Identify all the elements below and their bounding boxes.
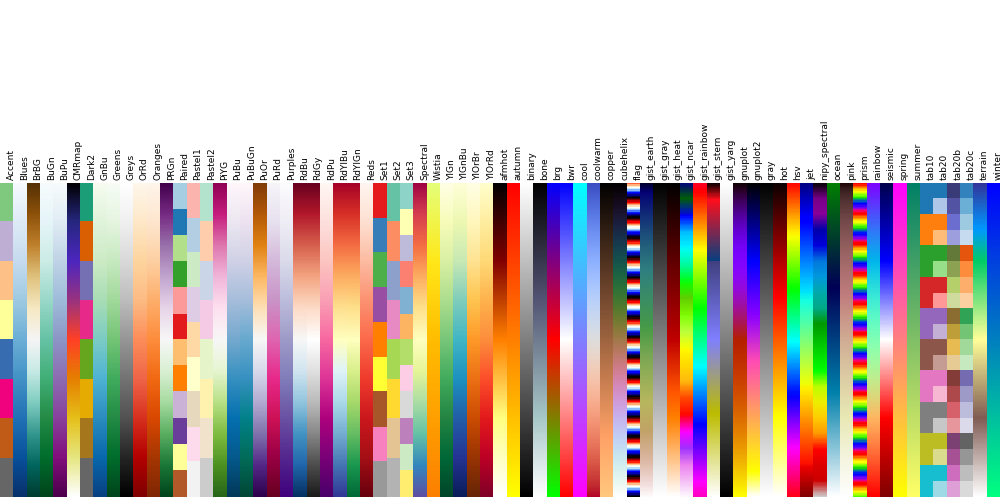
Text: gist_heat: gist_heat bbox=[673, 138, 682, 180]
Text: Purples: Purples bbox=[287, 146, 296, 180]
Text: Reds: Reds bbox=[367, 158, 376, 180]
Text: tab20c: tab20c bbox=[967, 149, 976, 180]
Text: gist_yarg: gist_yarg bbox=[727, 138, 736, 180]
Text: RdPu: RdPu bbox=[327, 157, 336, 180]
Text: CMRmap: CMRmap bbox=[73, 140, 82, 180]
Text: PuRd: PuRd bbox=[273, 157, 282, 180]
Text: PRGn: PRGn bbox=[167, 156, 176, 180]
Text: brg: brg bbox=[553, 165, 562, 180]
Text: PiYG: PiYG bbox=[220, 160, 229, 180]
Text: RdGy: RdGy bbox=[313, 156, 322, 180]
Text: gray: gray bbox=[767, 160, 776, 180]
Text: tab10: tab10 bbox=[927, 154, 936, 180]
Text: rainbow: rainbow bbox=[873, 144, 882, 180]
Text: prism: prism bbox=[860, 154, 869, 180]
Text: Wistia: Wistia bbox=[433, 152, 442, 180]
Text: summer: summer bbox=[913, 143, 922, 180]
Text: gist_ncar: gist_ncar bbox=[687, 139, 696, 180]
Text: terrain: terrain bbox=[980, 150, 989, 180]
Text: Accent: Accent bbox=[7, 149, 16, 180]
Text: nipy_spectral: nipy_spectral bbox=[820, 120, 829, 180]
Text: PuBuGn: PuBuGn bbox=[247, 144, 256, 180]
Text: Dark2: Dark2 bbox=[87, 153, 96, 180]
Text: GnBu: GnBu bbox=[100, 156, 109, 180]
Text: gnuplot2: gnuplot2 bbox=[753, 140, 762, 180]
Text: gist_earth: gist_earth bbox=[647, 134, 656, 180]
Text: winter: winter bbox=[993, 151, 1000, 180]
Text: tab20: tab20 bbox=[940, 154, 949, 180]
Text: PuOr: PuOr bbox=[260, 158, 269, 180]
Text: Oranges: Oranges bbox=[153, 142, 162, 180]
Text: Pastel1: Pastel1 bbox=[193, 147, 202, 180]
Text: YlGnBu: YlGnBu bbox=[460, 148, 469, 180]
Text: pink: pink bbox=[847, 160, 856, 180]
Text: binary: binary bbox=[527, 151, 536, 180]
Text: coolwarm: coolwarm bbox=[593, 136, 602, 180]
Text: OrRd: OrRd bbox=[140, 157, 149, 180]
Text: gist_gray: gist_gray bbox=[660, 138, 669, 180]
Text: BrBG: BrBG bbox=[33, 157, 42, 180]
Text: copper: copper bbox=[607, 148, 616, 180]
Text: RdBu: RdBu bbox=[300, 156, 309, 180]
Text: tab20b: tab20b bbox=[953, 148, 962, 180]
Text: Greens: Greens bbox=[113, 148, 122, 180]
Text: Set1: Set1 bbox=[380, 159, 389, 180]
Text: jet: jet bbox=[807, 168, 816, 180]
Text: YlOrBr: YlOrBr bbox=[473, 152, 482, 180]
Text: afmhot: afmhot bbox=[500, 148, 509, 180]
Text: gist_stern: gist_stern bbox=[713, 136, 722, 180]
Text: BuGn: BuGn bbox=[47, 156, 56, 180]
Text: gist_rainbow: gist_rainbow bbox=[700, 122, 709, 180]
Text: YlGn: YlGn bbox=[447, 159, 456, 180]
Text: bone: bone bbox=[540, 158, 549, 180]
Text: spring: spring bbox=[900, 152, 909, 180]
Text: seismic: seismic bbox=[887, 146, 896, 180]
Text: hot: hot bbox=[780, 165, 789, 180]
Text: Set3: Set3 bbox=[407, 159, 416, 180]
Text: ocean: ocean bbox=[833, 152, 842, 180]
Text: Blues: Blues bbox=[20, 155, 29, 180]
Text: Pastel2: Pastel2 bbox=[207, 148, 216, 180]
Text: gnuplot: gnuplot bbox=[740, 145, 749, 180]
Text: BuPu: BuPu bbox=[60, 157, 69, 180]
Text: RdYlGn: RdYlGn bbox=[353, 147, 362, 180]
Text: hsv: hsv bbox=[793, 164, 802, 180]
Text: PuBu: PuBu bbox=[233, 157, 242, 180]
Text: Paired: Paired bbox=[180, 152, 189, 180]
Text: bwr: bwr bbox=[567, 163, 576, 180]
Text: Spectral: Spectral bbox=[420, 142, 429, 180]
Text: Set2: Set2 bbox=[393, 160, 402, 180]
Text: autumn: autumn bbox=[513, 145, 522, 180]
Text: RdYlBu: RdYlBu bbox=[340, 148, 349, 180]
Text: cool: cool bbox=[580, 162, 589, 180]
Text: Greys: Greys bbox=[127, 154, 136, 180]
Text: cubehelix: cubehelix bbox=[620, 136, 629, 180]
Text: YlOrRd: YlOrRd bbox=[487, 149, 496, 180]
Text: flag: flag bbox=[633, 163, 642, 180]
